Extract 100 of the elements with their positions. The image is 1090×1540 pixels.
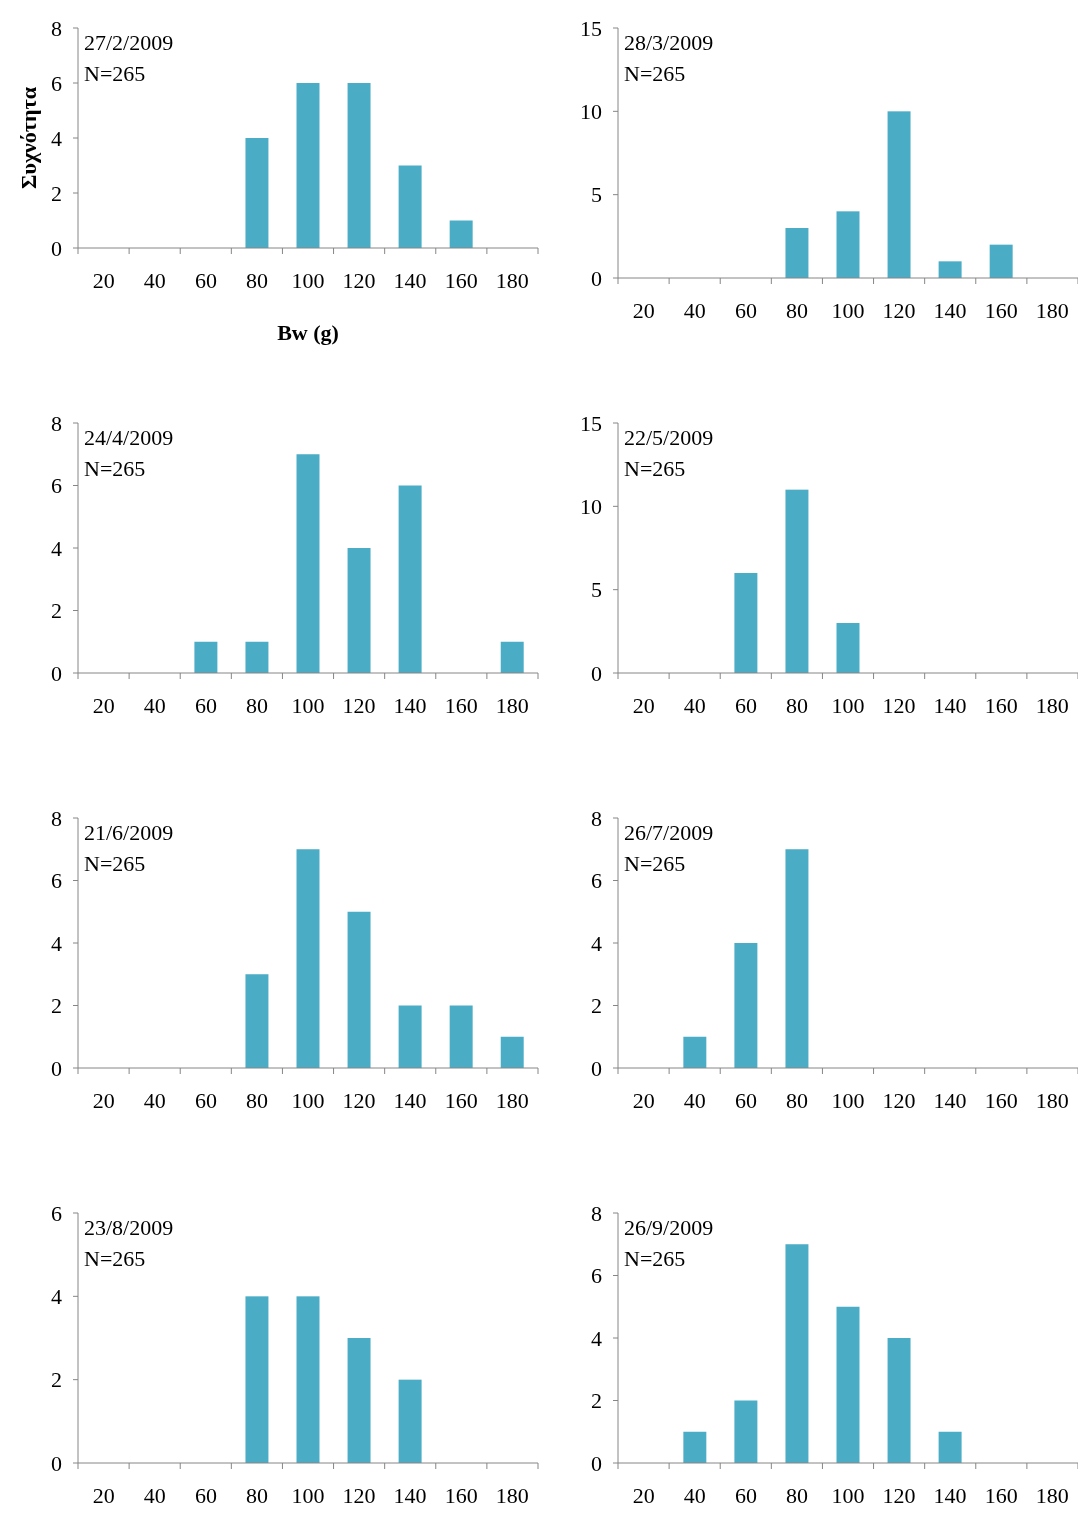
text: N=265	[84, 851, 146, 876]
y-tick-label: 6	[51, 868, 62, 894]
bar	[347, 83, 371, 248]
x-tick-label: 20	[92, 1483, 115, 1508]
x-tick-label: 180	[495, 693, 529, 718]
x-tick-label: 60	[194, 693, 217, 718]
y-tick-label: 10	[580, 99, 602, 125]
x-tick-label: 120	[882, 1088, 916, 1113]
x-tick-label: 160	[444, 1483, 478, 1508]
y-tick-label: 0	[591, 660, 602, 686]
bar	[938, 261, 962, 278]
chart-title: 26/7/2009	[624, 820, 714, 845]
y-tick-label: 0	[51, 1450, 62, 1476]
x-tick-label: 60	[194, 1483, 217, 1508]
bar	[296, 849, 320, 1068]
x-tick-label: 120	[882, 1483, 916, 1508]
x-tick-label: 120	[342, 693, 376, 718]
y-tick-label: 6	[591, 868, 602, 894]
bar	[347, 1338, 371, 1463]
x-tick-label: 60	[734, 1088, 757, 1113]
x-tick-label: 180	[1035, 298, 1069, 323]
x-tick-label: 180	[495, 1483, 529, 1508]
bar	[836, 211, 860, 278]
bar	[785, 228, 809, 278]
y-tick-label: 8	[591, 805, 602, 831]
y-axis-title: Συχνότητα	[16, 86, 41, 189]
x-tick-label: 100	[291, 1088, 325, 1113]
x-tick-label: 160	[984, 1088, 1018, 1113]
bar	[734, 1400, 758, 1463]
text: N=265	[84, 61, 146, 86]
x-tick-label: 80	[245, 1088, 268, 1113]
x-tick-label: 140	[393, 268, 427, 293]
y-tick-label: 15	[580, 15, 602, 41]
x-tick-label: 160	[984, 298, 1018, 323]
bar	[785, 489, 809, 673]
bar	[836, 1306, 860, 1463]
x-tick-label: 60	[734, 1483, 757, 1508]
bar	[785, 849, 809, 1068]
bar	[245, 138, 269, 248]
bar	[398, 1005, 422, 1068]
y-tick-label: 0	[591, 265, 602, 291]
chart-title: 27/2/2009	[84, 30, 174, 55]
y-tick-label: 8	[51, 805, 62, 831]
x-tick-label: 160	[444, 268, 478, 293]
y-tick-label: 2	[51, 993, 62, 1019]
y-tick-label: 6	[591, 1263, 602, 1289]
y-tick-label: 0	[51, 1055, 62, 1081]
y-tick-label: 6	[51, 473, 62, 499]
x-tick-label: 140	[933, 1483, 967, 1508]
y-tick-label: 15	[580, 410, 602, 436]
x-tick-label: 160	[984, 693, 1018, 718]
x-tick-label: 120	[342, 1088, 376, 1113]
y-tick-label: 4	[591, 930, 602, 956]
chart-title: 26/9/2009	[624, 1215, 714, 1240]
x-tick-label: 120	[882, 693, 916, 718]
x-tick-label: 100	[291, 1483, 325, 1508]
bar	[785, 1244, 809, 1463]
x-tick-label: 100	[291, 268, 325, 293]
y-tick-label: 4	[51, 1284, 62, 1310]
x-tick-label: 160	[444, 1088, 478, 1113]
chart-title: 23/8/2009	[84, 1215, 174, 1240]
chart-title: 22/5/2009	[624, 425, 714, 450]
x-tick-label: 20	[92, 693, 115, 718]
y-tick-label: 5	[591, 182, 602, 208]
y-tick-label: 8	[591, 1200, 602, 1226]
x-tick-label: 160	[444, 693, 478, 718]
x-tick-label: 180	[1035, 1483, 1069, 1508]
y-tick-label: 10	[580, 494, 602, 520]
x-tick-label: 60	[734, 693, 757, 718]
bar	[296, 454, 320, 673]
x-tick-label: 160	[984, 1483, 1018, 1508]
y-tick-label: 0	[591, 1450, 602, 1476]
bar	[398, 1379, 422, 1463]
bar	[449, 1005, 473, 1068]
x-tick-label: 100	[831, 1483, 865, 1508]
bar	[245, 974, 269, 1068]
x-tick-label: 60	[194, 268, 217, 293]
bar	[398, 165, 422, 248]
bar	[734, 943, 758, 1068]
text: N=265	[84, 456, 146, 481]
chart-title: 21/6/2009	[84, 820, 174, 845]
bar	[887, 1338, 911, 1463]
x-tick-label: 120	[342, 268, 376, 293]
x-tick-label: 80	[785, 1088, 808, 1113]
x-tick-label: 140	[933, 693, 967, 718]
x-tick-label: 20	[632, 1483, 655, 1508]
x-tick-label: 60	[194, 1088, 217, 1113]
x-tick-label: 80	[785, 693, 808, 718]
x-tick-label: 40	[683, 693, 706, 718]
y-tick-label: 8	[51, 410, 62, 436]
x-tick-label: 180	[1035, 1088, 1069, 1113]
y-tick-label: 0	[51, 235, 62, 261]
x-tick-label: 100	[831, 298, 865, 323]
x-tick-label: 60	[734, 298, 757, 323]
bar	[734, 573, 758, 673]
y-tick-label: 2	[591, 1388, 602, 1414]
x-tick-label: 140	[393, 1088, 427, 1113]
x-tick-label: 20	[632, 693, 655, 718]
bar	[887, 111, 911, 278]
bar	[398, 485, 422, 673]
